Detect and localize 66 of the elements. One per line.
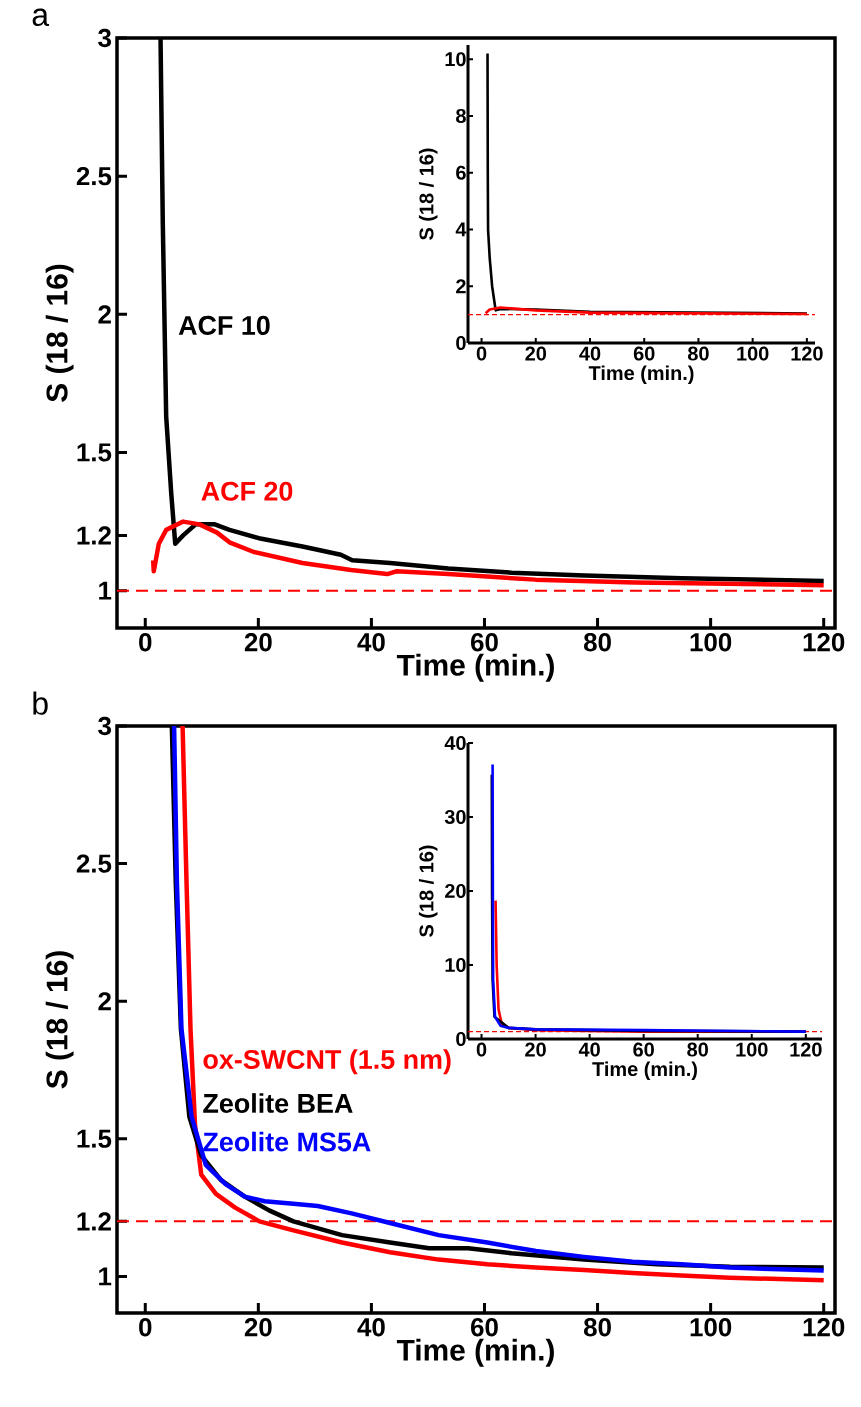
x-tick-label: 120 (803, 1318, 845, 1337)
x-tick-label: 120 (791, 346, 823, 361)
y-tick-label: 0 (456, 335, 466, 351)
y-tick-label: 2 (456, 279, 466, 294)
y-axis-title: S (18 / 16) (45, 951, 74, 1089)
x-tick-label: 20 (525, 346, 547, 361)
x-tick-label: 80 (687, 1042, 708, 1057)
x-tick-label: 40 (357, 633, 385, 652)
y-tick-label: 40 (444, 735, 466, 751)
y-tick-label: 10 (445, 52, 466, 67)
y-tick-label: 1.2 (77, 1212, 111, 1231)
series-label: Zeolite MS5A (203, 1131, 371, 1152)
y-tick-label: 10 (445, 957, 466, 973)
y-axis-title: S (18 / 16) (418, 148, 438, 240)
x-tick-label: 0 (139, 1318, 152, 1337)
x-tick-label: 60 (633, 346, 655, 361)
y-tick-label: 1.5 (77, 1129, 112, 1148)
y-tick-label: 8 (456, 108, 466, 123)
y-tick-label: 1.5 (77, 443, 112, 462)
x-tick-label: 80 (687, 346, 709, 361)
x-tick-label: 0 (476, 346, 487, 361)
x-axis-title: Time (min.) (588, 365, 694, 385)
series-label: Zeolite BEA (203, 1093, 353, 1113)
x-tick-label: 20 (244, 633, 272, 652)
y-tick-label: 2 (98, 992, 111, 1011)
y-tick-label: 20 (445, 883, 466, 899)
y-tick-label: 2.5 (76, 166, 112, 186)
series-label: ACF 20 (201, 481, 293, 501)
y-tick-label: 6 (456, 165, 466, 180)
y-tick-label: 1 (99, 1267, 112, 1286)
y-tick-label: 4 (455, 222, 467, 237)
y-tick-label: 1 (99, 581, 112, 600)
x-tick-label: 60 (471, 1318, 498, 1337)
x-axis-title: Time (min.) (592, 1061, 697, 1081)
x-tick-label: 20 (244, 1318, 272, 1337)
y-axis-title: S (18 / 16) (45, 264, 74, 402)
x-tick-label: 0 (139, 633, 152, 652)
x-tick-label: 60 (471, 633, 498, 652)
series-label: ox-SWCNT (1.5 nm) (203, 1049, 451, 1075)
text: a (32, 8, 50, 27)
y-tick-label: 2.5 (76, 854, 112, 873)
x-tick-label: 80 (583, 633, 611, 652)
y-tick-label: 0 (456, 1031, 466, 1047)
x-tick-label: 40 (579, 346, 601, 361)
y-tick-label: 30 (444, 809, 466, 825)
x-tick-label: 40 (357, 1318, 385, 1337)
x-tick-label: 120 (790, 1042, 822, 1057)
x-axis-title: Time (min.) (396, 1338, 554, 1367)
x-tick-label: 40 (578, 1042, 600, 1057)
x-tick-label: 120 (803, 633, 845, 652)
x-tick-label: 100 (736, 1042, 768, 1057)
x-axis-title: Time (min.) (396, 653, 554, 682)
y-tick-label: 1.2 (77, 526, 111, 545)
x-tick-label: 20 (525, 1042, 546, 1057)
x-tick-label: 80 (583, 1318, 611, 1337)
x-tick-label: 60 (633, 1042, 654, 1057)
x-tick-label: 100 (737, 346, 769, 361)
x-tick-label: 0 (476, 1042, 487, 1057)
x-tick-label: 100 (690, 1318, 732, 1337)
text: b (33, 691, 48, 715)
legend-label: ACF 10 (178, 315, 270, 335)
y-tick-label: 2 (98, 305, 111, 324)
y-tick-label: 3 (98, 28, 111, 48)
y-axis-title: S (18 / 16) (418, 845, 438, 937)
y-tick-label: 3 (98, 716, 111, 736)
x-tick-label: 100 (690, 633, 732, 652)
